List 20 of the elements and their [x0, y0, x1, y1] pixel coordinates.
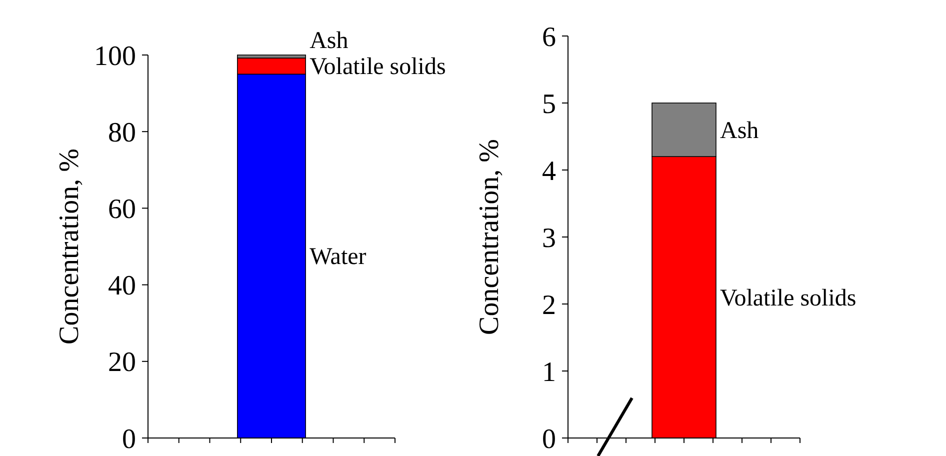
y-tick-label: 100	[94, 40, 136, 72]
series-label: Water	[310, 244, 366, 270]
series-label: Ash	[720, 118, 759, 144]
y-tick-label: 4	[542, 156, 556, 187]
y-tick-label: 6	[542, 22, 556, 53]
y-tick-label: 80	[108, 117, 136, 148]
y-tick-label: 0	[122, 424, 136, 455]
y-axis-title: Concentration, %	[54, 148, 85, 344]
y-tick-label: 60	[108, 194, 136, 225]
series-label: Volatile solids	[310, 54, 446, 80]
y-tick-label: 5	[542, 88, 556, 120]
y-tick-label: 0	[542, 424, 556, 455]
y-tick-label: 40	[108, 270, 136, 302]
series-label: Ash	[310, 28, 348, 54]
y-axis-title: Concentration, %	[474, 139, 505, 335]
series-label: Volatile solids	[720, 285, 856, 312]
y-tick-label: 1	[542, 356, 556, 388]
y-tick-label: 3	[542, 222, 556, 254]
y-tick-label: 20	[108, 347, 136, 378]
y-tick-label: 2	[542, 290, 556, 321]
